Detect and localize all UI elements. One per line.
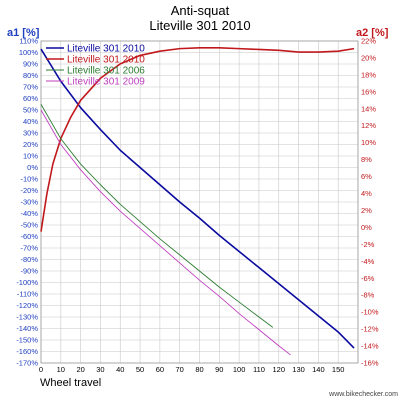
y-right-tick-label: 22% [361, 37, 376, 46]
y-left-tick-label: 110% [19, 37, 38, 46]
y-left-tick-label: -160% [16, 347, 38, 356]
y-left-tick-label: 0% [27, 163, 38, 172]
x-tick-label: 140 [312, 365, 325, 374]
y-left-tick-label: -120% [16, 301, 38, 310]
y-left-tick-label: -90% [20, 267, 38, 276]
y-left-tick-label: -130% [16, 313, 38, 322]
y-left-tick-label: 60% [23, 94, 38, 103]
y-left-tick-label: -100% [16, 278, 38, 287]
plot-frame [40, 40, 359, 364]
y-left-tick-label: -80% [20, 255, 38, 264]
y-left-tick-label: 10% [23, 152, 38, 161]
x-tick-label: 60 [156, 365, 164, 374]
series-line-3 [40, 104, 274, 328]
x-tick-label: 30 [96, 365, 104, 374]
x-axis-label: Wheel travel [40, 377, 101, 389]
y-left-tick-label: 20% [23, 140, 38, 149]
x-tick-label: 20 [76, 365, 84, 374]
y-right-tick-label: -2% [361, 240, 375, 249]
y-right-tick-label: 16% [361, 87, 376, 96]
y-right-tick-label: 18% [361, 70, 376, 79]
y-right-axis-label: a2 [%] [356, 27, 389, 39]
x-tick-label: 90 [215, 365, 223, 374]
y-left-tick-label: 30% [23, 129, 38, 138]
legend-label-3: Liteville 301 2006 [67, 66, 145, 77]
y-left-tick-label: 50% [23, 106, 38, 115]
series-layer [40, 46, 355, 356]
y-right-tick-label: 4% [361, 189, 372, 198]
x-tick-label: 110 [253, 365, 265, 374]
y-right-tick-label: 20% [361, 53, 376, 62]
y-right-tick-label: -8% [361, 291, 375, 300]
y-left-tick-label: -140% [16, 324, 38, 333]
y-left-tick-label: -10% [20, 175, 38, 184]
y-right-tick-label: 14% [361, 104, 376, 113]
x-tick-label: 80 [195, 365, 203, 374]
x-tick-label: 0 [39, 365, 43, 374]
y-left-tick-label: -40% [20, 209, 38, 218]
x-tick-label: 40 [116, 365, 124, 374]
y-right-tick-label: 12% [361, 121, 376, 130]
legend-label-2: Liteville 301 2010 [67, 55, 145, 66]
y-right-tick-label: -4% [361, 257, 375, 266]
y-right-tick-label: -16% [361, 359, 379, 368]
x-tick-label: 120 [272, 365, 285, 374]
x-tick-label: 50 [136, 365, 144, 374]
chart-title: Anti-squat [171, 3, 230, 18]
y-left-tick-label: -110% [17, 290, 38, 299]
y-right-tick-label: 6% [361, 172, 372, 181]
series-line-1 [40, 48, 355, 349]
legend-label-4: Liteville 301 2009 [67, 77, 145, 88]
y-left-tick-label: -50% [20, 221, 38, 230]
credit-text: www.bikechecker.com [328, 391, 398, 398]
x-tick-label: 130 [292, 365, 305, 374]
y-left-tick-label: -150% [16, 336, 38, 345]
x-tick-label: 70 [176, 365, 184, 374]
x-tick-label: 150 [332, 365, 345, 374]
y-left-tick-label: 80% [23, 71, 38, 80]
legend-label-1: Liteville 301 2010 [67, 44, 145, 55]
x-tick-label: 10 [57, 365, 65, 374]
y-left-axis-label: a1 [%] [7, 27, 40, 39]
y-right-tick-label: -14% [361, 342, 379, 351]
y-left-tick-label: -60% [20, 232, 38, 241]
y-right-tick-label: -6% [361, 274, 375, 283]
y-right-tick-label: -10% [361, 308, 379, 317]
y-right-tick-label: -12% [361, 325, 379, 334]
y-left-tick-label: -20% [20, 186, 38, 195]
x-tick-label: 100 [233, 365, 246, 374]
y-left-tick-label: -70% [20, 244, 38, 253]
y-right-tick-label: 10% [361, 138, 376, 147]
y-right-tick-label: 2% [361, 206, 372, 215]
series-line-2 [40, 46, 355, 232]
y-left-tick-label: 70% [23, 83, 38, 92]
y-left-tick-label: -170% [16, 359, 38, 368]
y-left-tick-label: 100% [19, 48, 39, 57]
y-left-tick-label: 90% [23, 60, 38, 69]
tick-labels: 0 10 20 30 40 50 60 70 80 90 100 110 120 130 140 150 110… [16, 37, 379, 375]
y-left-tick-label: -30% [20, 198, 38, 207]
y-right-tick-label: 0% [361, 223, 372, 232]
y-left-tick-label: 40% [23, 117, 38, 126]
chart-subtitle: Liteville 301 2010 [149, 18, 250, 33]
series-line-4 [40, 109, 291, 356]
y-right-tick-label: 8% [361, 155, 372, 164]
